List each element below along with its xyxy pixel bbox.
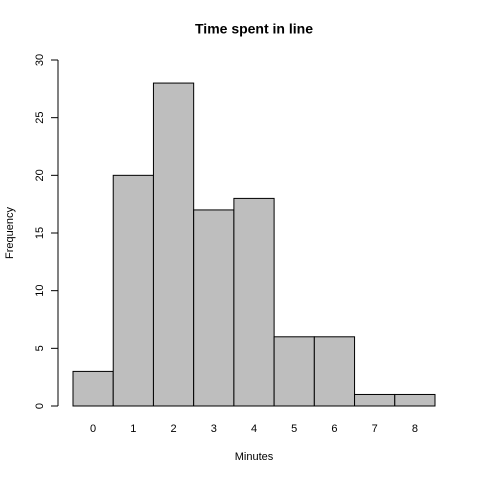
x-tick-label: 8 (412, 423, 418, 435)
y-tick-label: 10 (34, 285, 46, 297)
chart-title: Time spent in line (195, 21, 313, 37)
bar (72, 370, 114, 407)
bar (152, 82, 195, 407)
bar (112, 174, 154, 407)
y-tick-label: 0 (34, 403, 46, 409)
bar (193, 209, 235, 407)
bar (233, 197, 275, 407)
x-tick-label: 0 (90, 423, 96, 435)
y-tick-label: 15 (34, 227, 46, 239)
bar (273, 336, 315, 407)
bar (313, 336, 356, 407)
bar (354, 393, 396, 407)
y-tick-label: 30 (34, 54, 46, 66)
x-tick-label: 2 (170, 423, 176, 435)
y-tick-label: 5 (34, 345, 46, 351)
x-tick-label: 7 (372, 423, 378, 435)
x-axis-label: Minutes (235, 451, 274, 463)
y-axis-label: Frequency (4, 207, 16, 259)
x-tick-label: 6 (331, 423, 337, 435)
x-tick-label: 4 (251, 423, 257, 435)
y-tick-label: 20 (34, 169, 46, 181)
x-tick-label: 1 (130, 423, 136, 435)
y-tick-label: 25 (34, 112, 46, 124)
x-tick-label: 5 (291, 423, 297, 435)
bar (394, 393, 436, 407)
x-tick-label: 3 (211, 423, 217, 435)
